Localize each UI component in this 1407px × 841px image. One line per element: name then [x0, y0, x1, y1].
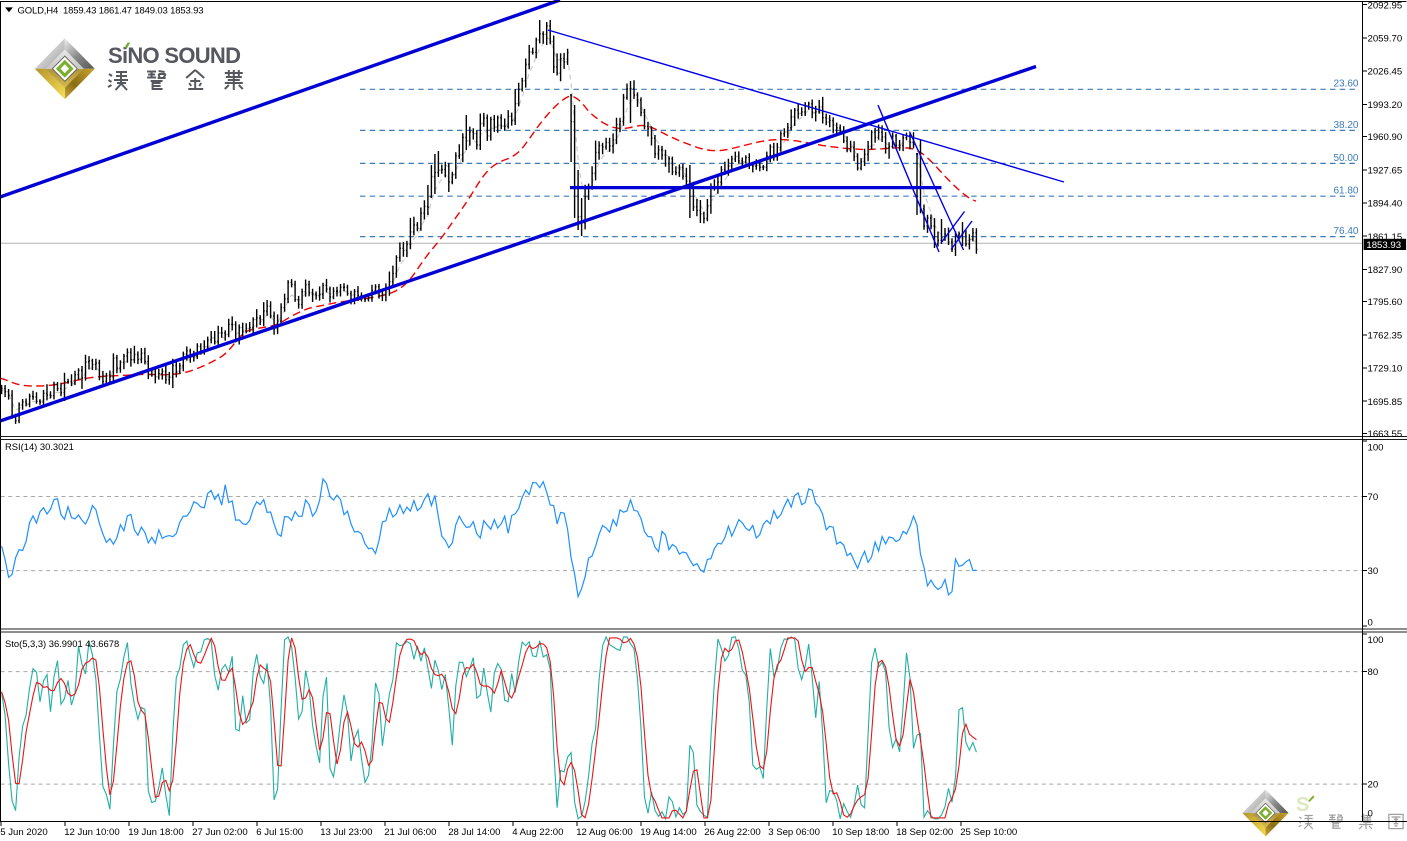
- svg-text:12 Aug 06:00: 12 Aug 06:00: [576, 827, 633, 838]
- svg-text:26 Aug 22:00: 26 Aug 22:00: [704, 827, 761, 838]
- svg-text:38.20: 38.20: [1333, 120, 1358, 131]
- svg-text:0: 0: [1368, 809, 1373, 820]
- svg-text:76.40: 76.40: [1333, 226, 1358, 237]
- svg-text:GOLD,H4 1859.43 1861.47 1849.: GOLD,H4 1859.43 1861.47 1849.03 1853.93: [18, 6, 204, 17]
- svg-text:1729.10: 1729.10: [1368, 364, 1403, 375]
- svg-text:1993.20: 1993.20: [1368, 100, 1403, 111]
- svg-text:30: 30: [1368, 566, 1379, 577]
- svg-text:S: S: [1296, 794, 1309, 816]
- svg-text:2059.70: 2059.70: [1368, 34, 1403, 45]
- svg-text:0: 0: [1368, 618, 1373, 629]
- svg-text:RSI(14) 30.3021: RSI(14) 30.3021: [5, 441, 74, 452]
- svg-text:1894.40: 1894.40: [1368, 199, 1403, 210]
- svg-text:25 Sep 10:00: 25 Sep 10:00: [960, 827, 1017, 838]
- svg-text:28 Jul 14:00: 28 Jul 14:00: [448, 827, 500, 838]
- svg-text:5 Jun 2020: 5 Jun 2020: [0, 827, 47, 838]
- svg-text:10 Sep 18:00: 10 Sep 18:00: [832, 827, 889, 838]
- svg-text:100: 100: [1368, 635, 1384, 646]
- svg-text:6 Jul 15:00: 6 Jul 15:00: [256, 827, 303, 838]
- svg-text:21 Jul 06:00: 21 Jul 06:00: [384, 827, 436, 838]
- svg-text:1853.93: 1853.93: [1366, 240, 1401, 251]
- svg-text:2026.45: 2026.45: [1368, 67, 1403, 78]
- svg-text:1960.90: 1960.90: [1368, 132, 1403, 143]
- svg-text:3 Sep 06:00: 3 Sep 06:00: [768, 827, 820, 838]
- svg-text:1795.60: 1795.60: [1368, 297, 1403, 308]
- svg-text:27 Jun 02:00: 27 Jun 02:00: [192, 827, 247, 838]
- svg-text:13 Jul 23:00: 13 Jul 23:00: [320, 827, 372, 838]
- svg-text:1927.65: 1927.65: [1368, 165, 1403, 176]
- svg-text:2092.95: 2092.95: [1368, 0, 1403, 11]
- svg-text:61.80: 61.80: [1333, 186, 1358, 197]
- svg-text:19 Aug 14:00: 19 Aug 14:00: [640, 827, 697, 838]
- svg-text:20: 20: [1368, 780, 1379, 791]
- svg-text:12 Jun 10:00: 12 Jun 10:00: [64, 827, 119, 838]
- svg-text:100: 100: [1368, 442, 1384, 453]
- svg-text:1762.35: 1762.35: [1368, 330, 1403, 341]
- svg-text:70: 70: [1368, 492, 1379, 503]
- svg-text:1663.55: 1663.55: [1368, 429, 1403, 440]
- svg-text:50.00: 50.00: [1333, 153, 1358, 164]
- svg-text:19 Jun 18:00: 19 Jun 18:00: [128, 827, 183, 838]
- svg-text:23.60: 23.60: [1333, 79, 1358, 90]
- svg-text:1827.90: 1827.90: [1368, 265, 1403, 276]
- svg-text:18 Sep 02:00: 18 Sep 02:00: [896, 827, 953, 838]
- svg-text:4 Aug 22:00: 4 Aug 22:00: [512, 827, 563, 838]
- svg-text:Sto(5,3,3) 36.9901 43.6678: Sto(5,3,3) 36.9901 43.6678: [5, 638, 119, 649]
- svg-text:1695.85: 1695.85: [1368, 397, 1403, 408]
- svg-text:80: 80: [1368, 667, 1379, 678]
- svg-text:1861.15: 1861.15: [1368, 232, 1403, 243]
- svg-text:SiNO SOUND: SiNO SOUND: [108, 43, 241, 68]
